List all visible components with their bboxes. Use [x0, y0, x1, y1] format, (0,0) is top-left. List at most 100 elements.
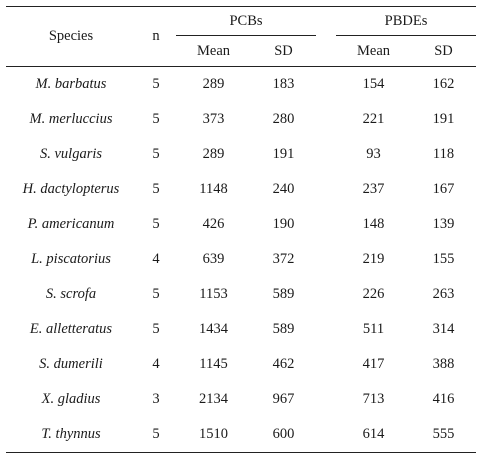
gap-cell — [316, 137, 336, 172]
pcb-mean-cell: 2134 — [199, 391, 228, 407]
pcb-mean-cell: 426 — [202, 216, 225, 232]
gap-cell — [316, 312, 336, 347]
header-pcb-sd: SD — [251, 35, 316, 67]
pbde-mean-cell: 237 — [362, 181, 385, 197]
data-table-container: Species n PCBs PBDEs Mean SD Mean SD M. … — [6, 6, 476, 453]
table-body: M. barbatus 5 289 183 154 162 M. merluccius 5 37… — [6, 67, 476, 453]
pbde-mean-cell: 93 — [366, 146, 381, 162]
species-cell: E. alletteratus — [29, 321, 113, 337]
gap-cell — [316, 207, 336, 242]
pcb-sd-cell: 967 — [272, 391, 295, 407]
gap-cell — [316, 242, 336, 277]
pbde-sd-cell: 162 — [432, 76, 455, 92]
n-cell: 4 — [152, 356, 160, 372]
species-cell: S. vulgaris — [39, 146, 103, 162]
pcb-mean-cell: 1145 — [199, 356, 228, 372]
species-cell: S. dumerili — [39, 356, 103, 372]
n-cell: 5 — [152, 146, 160, 162]
pcb-mean-cell: 373 — [202, 111, 225, 127]
pcb-sd-cell: 190 — [272, 216, 295, 232]
table-row: E. alletteratus 5 1434 589 511 314 — [6, 312, 476, 347]
pbde-sd-cell: 555 — [411, 417, 476, 453]
species-cell: M. barbatus — [35, 76, 107, 92]
pcb-mean-cell: 1434 — [199, 321, 228, 337]
table-header: Species n PCBs PBDEs Mean SD Mean SD — [6, 6, 476, 67]
species-cell: M. merluccius — [29, 111, 113, 127]
table-row: S. dumerili 4 1145 462 417 388 — [6, 347, 476, 382]
pcb-mean-cell: 289 — [202, 76, 225, 92]
gap-cell — [316, 102, 336, 137]
gap-cell — [316, 382, 336, 417]
table-row: L. piscatorius 4 639 372 219 155 — [6, 242, 476, 277]
gap-cell — [316, 172, 336, 207]
species-cell: L. piscatorius — [31, 251, 111, 267]
header-pbdes: PBDEs — [336, 6, 476, 36]
n-cell: 5 — [152, 216, 160, 232]
table-row: T. thynnus 5 1510 600 614 555 — [6, 417, 476, 453]
pbde-sd-cell: 139 — [432, 216, 455, 232]
pcb-mean-cell: 289 — [202, 146, 225, 162]
pcb-sd-cell: 280 — [272, 111, 295, 127]
pbde-sd-cell: 118 — [432, 146, 455, 162]
pcb-sd-cell: 589 — [272, 321, 295, 337]
species-cell: S. scrofa — [45, 286, 97, 302]
pbde-mean-cell: 417 — [362, 356, 385, 372]
table-row: P. americanum 5 426 190 148 139 — [6, 207, 476, 242]
header-pcb-mean: Mean — [176, 35, 251, 67]
pbde-sd-cell: 167 — [432, 181, 455, 197]
pbde-mean-cell: 511 — [362, 321, 385, 337]
pbde-sd-cell: 155 — [432, 251, 455, 267]
header-species: Species — [6, 6, 136, 67]
table-row: X. gladius 3 2134 967 713 416 — [6, 382, 476, 417]
species-cell: H. dactylopterus — [22, 181, 120, 197]
header-pcbs: PCBs — [176, 6, 316, 36]
header-pbde-sd: SD — [411, 35, 476, 67]
table-row: S. scrofa 5 1153 589 226 263 — [6, 277, 476, 312]
pcb-sd-cell: 183 — [272, 76, 295, 92]
pcb-sd-cell: 372 — [272, 251, 295, 267]
n-cell: 5 — [152, 286, 160, 302]
species-cell: X. gladius — [41, 391, 101, 407]
pcb-sd-cell: 462 — [272, 356, 295, 372]
pcb-sd-cell: 589 — [272, 286, 295, 302]
n-cell: 5 — [152, 181, 160, 197]
pcb-sd-cell: 191 — [272, 146, 295, 162]
gap-cell — [316, 277, 336, 312]
header-row-groups: Species n PCBs PBDEs — [6, 6, 476, 67]
pbde-sd-cell: 388 — [432, 356, 455, 372]
header-gap — [316, 6, 336, 36]
pbde-mean-cell: 226 — [362, 286, 385, 302]
pcb-mean-cell: 639 — [202, 251, 225, 267]
table-row: M. merluccius 5 373 280 221 191 — [6, 102, 476, 137]
pbde-mean-cell: 219 — [362, 251, 385, 267]
header-gap — [316, 35, 336, 67]
pcb-mean-cell: 1510 — [176, 417, 251, 453]
pbde-sd-cell: 416 — [432, 391, 455, 407]
n-cell: 5 — [152, 321, 160, 337]
contaminants-table: Species n PCBs PBDEs Mean SD Mean SD M. … — [6, 6, 476, 453]
pcb-mean-cell: 1148 — [199, 181, 228, 197]
header-n: n — [136, 6, 176, 67]
pcb-sd-cell: 600 — [251, 417, 316, 453]
header-row-stats: Mean SD Mean SD — [6, 35, 476, 67]
table-row: H. dactylopterus 5 1148 240 237 167 — [6, 172, 476, 207]
pbde-mean-cell: 148 — [362, 216, 385, 232]
pcb-mean-cell: 1153 — [199, 286, 228, 302]
table-row: M. barbatus 5 289 183 154 162 — [6, 67, 476, 103]
gap-cell — [316, 67, 336, 103]
n-cell: 5 — [152, 76, 160, 92]
pbde-sd-cell: 191 — [432, 111, 455, 127]
pbde-mean-cell: 614 — [336, 417, 411, 453]
pbde-sd-cell: 314 — [432, 321, 455, 337]
pcb-sd-cell: 240 — [272, 181, 295, 197]
pbde-sd-cell: 263 — [432, 286, 455, 302]
n-cell: 5 — [152, 111, 160, 127]
table-row: S. vulgaris 5 289 191 93 118 — [6, 137, 476, 172]
pbde-mean-cell: 713 — [362, 391, 385, 407]
gap-cell — [316, 417, 336, 453]
n-cell: 5 — [136, 417, 176, 453]
header-pbde-mean: Mean — [336, 35, 411, 67]
pbde-mean-cell: 154 — [362, 76, 385, 92]
species-cell: T. thynnus — [6, 417, 136, 453]
pbde-mean-cell: 221 — [362, 111, 385, 127]
